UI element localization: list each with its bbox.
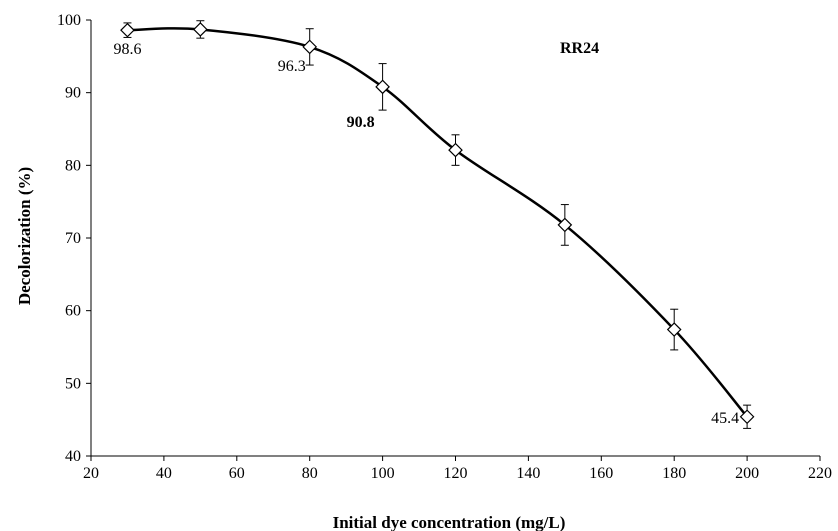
data-point-marker	[193, 22, 208, 37]
annotations: 98.6 96.3 90.8 45.4	[113, 41, 739, 427]
data-point-marker	[302, 39, 318, 55]
x-tick-label: 120	[444, 465, 468, 482]
x-tick-label: 200	[735, 465, 759, 482]
x-tick-label: 80	[302, 465, 318, 482]
x-tick-label: 180	[662, 465, 686, 482]
x-tick-label: 100	[371, 465, 395, 482]
data-point-marker	[120, 22, 135, 38]
x-tick-label: 40	[156, 465, 172, 482]
y-axis-title: Decolorization (%)	[15, 167, 34, 305]
series	[120, 20, 755, 429]
x-tick-label: 160	[589, 465, 613, 482]
y-tick-label: 80	[65, 157, 81, 174]
data-point-marker	[739, 409, 755, 425]
data-label: 96.3	[278, 58, 306, 75]
y-tick-label: 70	[65, 230, 81, 247]
data-point-marker	[448, 142, 463, 158]
series-label: RR24	[560, 40, 599, 57]
y-tick-label: 100	[57, 12, 81, 29]
y-tick-label: 60	[65, 303, 81, 320]
x-tick-label: 220	[808, 465, 832, 482]
axes	[90, 20, 820, 457]
x-tick-label: 140	[516, 465, 540, 482]
y-tick-label: 50	[65, 375, 81, 392]
ticks: 20 40 60 80 100 120 140 160 180 200 22040506070809…	[57, 12, 832, 482]
y-tick-label: 40	[65, 448, 81, 465]
data-label: 90.8	[347, 114, 375, 131]
y-tick-label: 90	[65, 85, 81, 102]
x-axis-title: Initial dye concentration (mg/L)	[333, 513, 566, 531]
data-label: 45.4	[711, 410, 739, 427]
data-point-marker	[557, 217, 573, 233]
data-label: 98.6	[113, 41, 141, 58]
data-point-marker	[375, 79, 390, 95]
series-line	[127, 27, 749, 418]
data-point-marker	[666, 322, 682, 337]
x-tick-label: 60	[229, 465, 245, 482]
x-tick-label: 20	[83, 465, 99, 482]
